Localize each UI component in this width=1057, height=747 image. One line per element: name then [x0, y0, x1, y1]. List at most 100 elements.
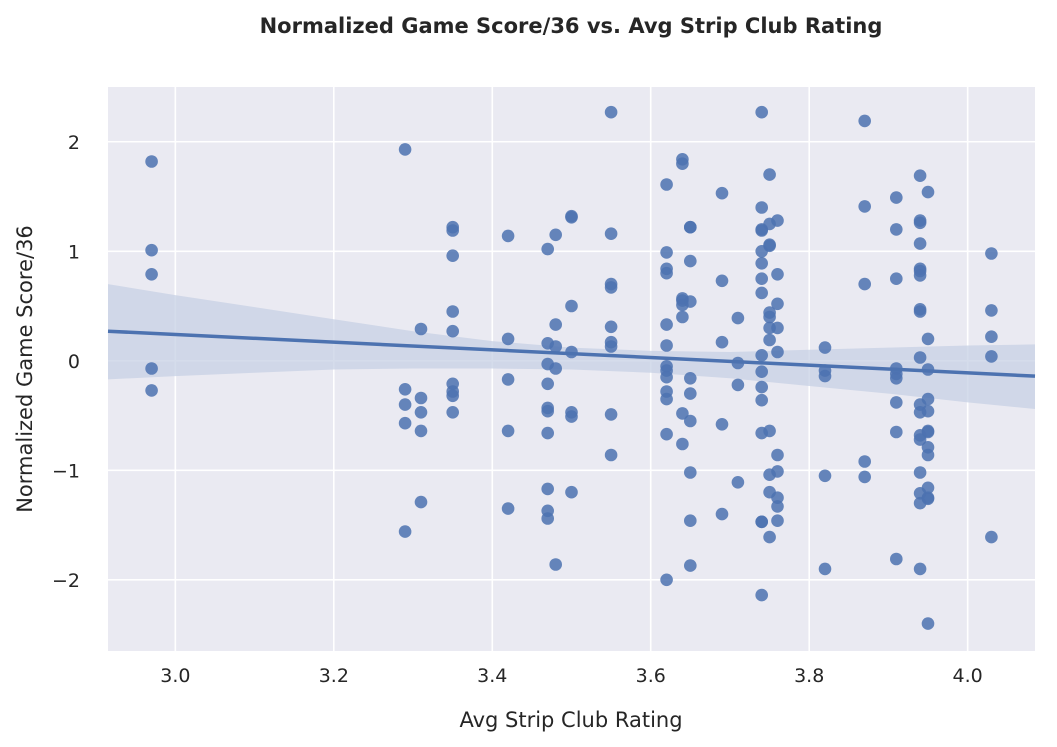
data-point [755, 105, 768, 119]
data-point [771, 448, 784, 462]
data-point [771, 214, 784, 227]
y-tick-label: 1 [68, 241, 80, 263]
data-point [398, 383, 412, 396]
data-point [913, 216, 927, 230]
data-point [755, 349, 768, 362]
regression-line [107, 329, 1036, 378]
data-point [684, 220, 697, 234]
data-point [985, 304, 998, 317]
data-point [921, 481, 935, 495]
data-point [763, 333, 776, 347]
data-point [565, 299, 578, 313]
data-point [660, 370, 673, 384]
x-axis-label: Avg Strip Club Rating [459, 708, 682, 732]
data-point [660, 573, 673, 587]
data-point [921, 404, 935, 418]
data-point [676, 310, 689, 324]
data-point [676, 407, 689, 420]
data-point [145, 362, 158, 375]
data-point [604, 227, 618, 240]
data-point [763, 310, 776, 324]
data-point [771, 500, 784, 513]
data-point [921, 425, 935, 439]
data-point [549, 340, 562, 353]
data-point [755, 257, 768, 270]
data-point [985, 247, 998, 260]
data-point [913, 169, 927, 182]
data-point [715, 507, 729, 521]
data-point [676, 437, 689, 451]
data-point [890, 396, 903, 409]
data-point [501, 502, 515, 515]
data-point [818, 469, 832, 483]
data-point [731, 311, 745, 325]
data-point [818, 369, 832, 383]
confidence-band-layer [108, 284, 1035, 409]
x-tick-label: 3.8 [794, 665, 824, 687]
data-point [763, 424, 776, 438]
data-point [818, 562, 832, 576]
y-tick-label: −2 [52, 570, 80, 592]
data-point [858, 200, 871, 213]
data-point [715, 418, 729, 431]
data-point [913, 269, 927, 282]
data-point [501, 424, 515, 438]
data-point [755, 272, 768, 286]
data-point [541, 482, 554, 496]
data-point [604, 281, 618, 294]
data-point [604, 105, 618, 119]
data-point [890, 425, 903, 439]
data-point [858, 277, 871, 291]
data-point [660, 427, 673, 441]
data-point [398, 398, 412, 411]
x-tick-label: 3.0 [160, 665, 190, 687]
data-point [541, 377, 554, 391]
data-point [549, 558, 562, 571]
data-point [145, 268, 158, 281]
data-point [890, 191, 903, 204]
data-point [446, 249, 460, 262]
x-tick-label: 4.0 [953, 665, 983, 687]
data-point [145, 243, 158, 257]
data-point [913, 305, 927, 318]
data-point [414, 391, 428, 405]
x-tick-label: 3.2 [319, 665, 349, 687]
data-point [913, 562, 927, 576]
data-point [818, 341, 832, 354]
data-point [715, 186, 729, 200]
data-point [771, 268, 784, 281]
data-point [921, 617, 935, 630]
data-point [890, 272, 903, 286]
confidence-band [108, 284, 1035, 409]
data-point [771, 465, 784, 478]
data-point [913, 433, 927, 446]
data-point [921, 185, 935, 199]
x-tick-label: 3.4 [477, 665, 507, 687]
data-point [684, 372, 697, 385]
data-point [446, 224, 460, 237]
data-point [676, 157, 689, 170]
data-point [763, 530, 776, 544]
data-point [145, 384, 158, 397]
data-point [660, 318, 673, 331]
data-point [913, 351, 927, 364]
data-point [731, 476, 745, 489]
data-point [660, 266, 673, 280]
data-point [398, 416, 412, 430]
data-point [913, 237, 927, 250]
data-point [755, 515, 768, 529]
data-point [660, 339, 673, 352]
data-point [985, 330, 998, 344]
x-tick-labels: 3.0 3.2 3.4 3.6 3.8 4.0 [160, 665, 983, 687]
data-point [145, 155, 158, 168]
data-point [985, 350, 998, 363]
y-axis-label: Normalized Game Score/36 [13, 225, 37, 513]
data-point [565, 211, 578, 224]
data-point [398, 143, 412, 156]
y-tick-labels: −2 −1 0 1 2 [52, 132, 80, 592]
data-point [604, 408, 618, 421]
data-point [414, 495, 428, 509]
data-point [771, 321, 784, 335]
data-point [921, 392, 935, 406]
data-point [921, 492, 935, 506]
